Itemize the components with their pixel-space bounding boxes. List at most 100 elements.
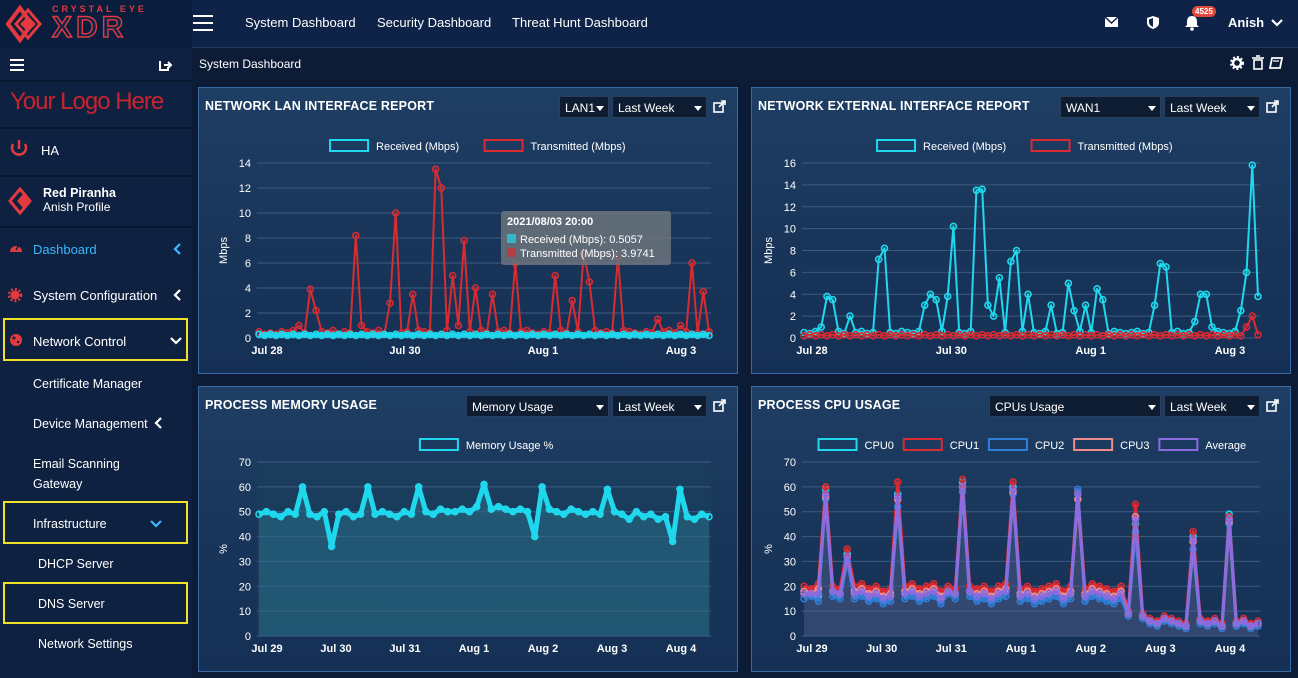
y-tick-label: 16 <box>784 158 796 170</box>
data-point <box>610 507 619 516</box>
data-point <box>306 285 315 294</box>
data-point <box>1088 592 1097 600</box>
shield-icon[interactable] <box>1146 13 1162 31</box>
data-point <box>357 321 366 330</box>
lan-interface-select[interactable]: LAN1 <box>559 96 609 118</box>
data-point <box>639 512 648 521</box>
data-point <box>342 507 350 516</box>
data-point <box>523 507 532 516</box>
power-icon <box>10 140 28 156</box>
bell-icon[interactable] <box>1185 13 1201 31</box>
user-profile[interactable]: Red Piranha Anish Profile <box>0 178 192 226</box>
main-content: System Dashboard NETWORK LAN INTERFACE R… <box>192 48 1298 678</box>
breadcrumb: System Dashboard <box>199 57 302 71</box>
sidebar-item-dashboard[interactable]: Dashboard <box>0 230 192 268</box>
data-point <box>980 594 988 603</box>
profile-emblem-icon <box>8 186 32 216</box>
nav-security-dashboard[interactable]: Security Dashboard <box>377 15 492 30</box>
data-point <box>255 510 263 518</box>
data-point <box>865 585 873 593</box>
brand-logo[interactable]: CRYSTAL EYE XDR <box>0 0 192 48</box>
x-tick-label: Aug 2 <box>1075 643 1106 655</box>
data-point <box>1030 599 1039 608</box>
data-point <box>987 587 996 596</box>
data-point <box>1018 327 1027 336</box>
data-point <box>1024 290 1032 299</box>
data-point <box>1202 290 1211 299</box>
logout-icon[interactable] <box>159 61 173 71</box>
highlight-network-control <box>3 318 188 361</box>
sidebar-item-email-scanning-line1[interactable]: Email Scanning <box>33 457 120 471</box>
sidebar-item-network-settings[interactable]: Network Settings <box>38 637 133 651</box>
mem-metric-select[interactable]: Memory Usage <box>466 395 609 417</box>
external-link-icon[interactable] <box>1266 399 1280 413</box>
cpu-metric-select[interactable]: CPUs Usage <box>989 395 1161 417</box>
data-point <box>1182 622 1190 630</box>
data-point <box>915 327 923 336</box>
cpu-metric-value: CPUs Usage <box>995 400 1065 414</box>
dashboard-toolbar <box>1230 55 1284 70</box>
sidebar-item-network-control[interactable]: Network Control <box>0 320 192 358</box>
y-tick-label: 2 <box>245 308 251 320</box>
tooltip-title: 2021/08/03 20:00 <box>507 216 593 228</box>
ext-interface-select[interactable]: WAN1 <box>1060 96 1161 118</box>
external-link-icon[interactable] <box>1266 100 1280 114</box>
sidebar-item-certificate-manager[interactable]: Certificate Manager <box>33 377 143 391</box>
settings-gear-icon[interactable] <box>1230 56 1244 70</box>
external-link-icon[interactable] <box>713 100 727 114</box>
data-point <box>437 184 446 192</box>
nav-threat-hunt-dashboard[interactable]: Threat Hunt Dashboard <box>512 15 648 30</box>
data-point <box>973 597 981 605</box>
sidebar-item-ha[interactable]: HA <box>0 130 192 174</box>
book-icon[interactable] <box>1268 57 1284 69</box>
ext-period-select[interactable]: Last Week <box>1164 96 1260 118</box>
data-point <box>494 502 503 511</box>
legend-swatch <box>1158 438 1199 451</box>
user-menu[interactable]: Anish <box>1228 15 1283 30</box>
cpu-period-select[interactable]: Last Week <box>1164 395 1260 417</box>
x-tick-label: Jul 31 <box>389 643 420 655</box>
data-point <box>1124 609 1133 618</box>
data-point <box>688 259 696 267</box>
data-point <box>625 515 634 523</box>
data-point <box>857 592 866 600</box>
sidebar-item-email-scanning-line2[interactable]: Gateway <box>33 477 83 491</box>
data-point <box>1047 301 1055 309</box>
sidebar-item-dhcp-server[interactable]: DHCP Server <box>38 557 114 571</box>
sidebar-item-infrastructure[interactable]: Infrastructure <box>33 517 107 531</box>
data-point <box>668 537 677 546</box>
panel-lan-interface-report: NETWORK LAN INTERFACE REPORT LAN1 Last W… <box>198 87 738 374</box>
data-point <box>409 290 417 299</box>
lan-period-select[interactable]: Last Week <box>612 96 707 118</box>
y-tick-label: 30 <box>239 556 251 568</box>
sidebar-menu-icon[interactable] <box>10 59 24 71</box>
legend-swatch <box>329 139 370 152</box>
sidebar-item-device-management[interactable]: Device Management <box>33 417 148 431</box>
data-point <box>846 312 854 320</box>
highlight-dns-server <box>3 582 188 624</box>
data-point <box>262 507 271 516</box>
mem-period-select[interactable]: Last Week <box>612 395 707 417</box>
data-point <box>1110 599 1118 608</box>
data-point <box>908 580 916 588</box>
data-point <box>874 255 883 264</box>
data-point <box>879 587 888 596</box>
mail-icon[interactable] <box>1104 13 1120 31</box>
data-point <box>958 483 967 491</box>
tooltip-swatch <box>507 248 516 257</box>
dashboard-gauge-icon <box>10 244 22 252</box>
external-link-icon[interactable] <box>713 399 727 413</box>
y-tick-label: 10 <box>239 606 251 618</box>
trash-icon[interactable] <box>1252 55 1264 70</box>
data-point <box>814 597 823 605</box>
data-point <box>530 532 539 541</box>
y-tick-label: 40 <box>239 532 251 544</box>
data-point <box>1196 617 1205 625</box>
x-tick-label: Jul 30 <box>936 345 967 357</box>
data-point <box>1081 592 1089 600</box>
menu-toggle-icon[interactable] <box>193 15 213 32</box>
sidebar-item-system-configuration[interactable]: System Configuration <box>0 276 192 314</box>
sidebar-item-dns-server[interactable]: DNS Server <box>38 597 105 611</box>
data-point <box>978 185 986 194</box>
nav-system-dashboard[interactable]: System Dashboard <box>245 15 356 30</box>
